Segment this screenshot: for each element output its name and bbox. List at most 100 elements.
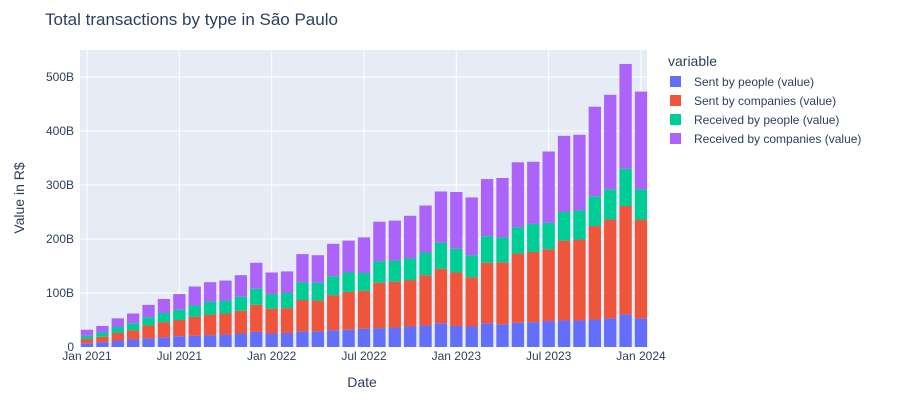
bar-segment bbox=[203, 301, 217, 315]
bar-segment bbox=[127, 339, 140, 347]
bar-segment bbox=[588, 106, 601, 197]
bar-segment bbox=[80, 329, 94, 336]
bar-segment bbox=[296, 300, 309, 332]
bar-segment bbox=[142, 304, 155, 318]
bar-segment bbox=[496, 237, 509, 263]
bar-segment bbox=[111, 327, 124, 333]
bar-segment bbox=[573, 134, 586, 211]
chart-title: Total transactions by type in São Paulo bbox=[45, 10, 338, 29]
bar-segment bbox=[373, 282, 386, 329]
bar-segment bbox=[203, 314, 217, 336]
bar-segment bbox=[434, 242, 448, 269]
bar-segment bbox=[450, 192, 463, 249]
y-tick-label: 100B bbox=[46, 286, 74, 300]
bar-segment bbox=[527, 322, 540, 347]
bar-segment bbox=[203, 335, 217, 347]
bar-segment bbox=[542, 222, 555, 250]
bar-segment bbox=[127, 323, 140, 331]
bar-segment bbox=[557, 240, 571, 321]
bar-segment bbox=[511, 162, 525, 228]
bar-segment bbox=[357, 273, 371, 291]
bar-segment bbox=[496, 177, 509, 238]
bar-segment bbox=[619, 314, 632, 347]
bar-segment bbox=[542, 249, 555, 322]
bar-segment bbox=[634, 189, 648, 220]
bar-segment bbox=[280, 271, 294, 293]
bar-segment bbox=[542, 321, 555, 347]
bar-segment bbox=[634, 219, 648, 319]
bar-segment bbox=[388, 281, 401, 328]
bar-segment bbox=[296, 282, 309, 301]
bar-segment bbox=[357, 328, 371, 347]
bar-segment bbox=[342, 329, 355, 347]
bar-segment bbox=[127, 313, 140, 324]
bar-segment bbox=[573, 239, 586, 321]
bar-segment bbox=[219, 280, 232, 301]
bar-segment bbox=[634, 91, 648, 190]
bar-segment bbox=[111, 332, 124, 341]
x-axis-title: Date bbox=[347, 374, 377, 390]
bar-segment bbox=[434, 323, 448, 347]
bar-segment bbox=[142, 338, 155, 347]
bar-segment bbox=[342, 240, 355, 273]
bar-segment bbox=[250, 262, 263, 289]
bar-segment bbox=[496, 324, 509, 347]
bar-segment bbox=[465, 277, 478, 327]
bar-segment bbox=[604, 219, 617, 319]
bar-segment bbox=[496, 262, 509, 325]
bar-segment bbox=[373, 328, 386, 347]
bar-segment bbox=[557, 212, 571, 241]
bar-segment bbox=[96, 342, 109, 347]
bar-segment bbox=[234, 296, 248, 311]
bar-segment bbox=[419, 325, 432, 347]
bar-segment bbox=[404, 258, 417, 281]
bar-segment bbox=[480, 179, 494, 237]
bar-segment bbox=[265, 294, 278, 309]
bar-segment bbox=[557, 320, 571, 347]
bar-segment bbox=[434, 191, 448, 243]
bar-segment bbox=[357, 290, 371, 329]
bar-segment bbox=[588, 319, 601, 347]
bar-segment bbox=[173, 336, 186, 347]
bar-segment bbox=[450, 325, 463, 347]
bar-segment bbox=[80, 335, 94, 339]
bar-segment bbox=[250, 304, 263, 332]
y-tick-label: 500B bbox=[46, 70, 74, 84]
bar-segment bbox=[373, 261, 386, 283]
bar-segment bbox=[634, 318, 648, 347]
bars bbox=[80, 64, 648, 347]
bar-segment bbox=[311, 255, 324, 283]
y-tick-labels: 0 100B 200B 300B 400B 500B bbox=[46, 70, 74, 354]
bar-segment bbox=[619, 168, 632, 207]
bar-segment bbox=[373, 221, 386, 262]
bar-segment bbox=[357, 237, 371, 274]
bar-segment bbox=[265, 308, 278, 334]
x-tick-label: Jul 2022 bbox=[341, 349, 387, 363]
legend-label: Sent by people (value) bbox=[694, 75, 814, 89]
x-tick-label: Jan 2023 bbox=[432, 349, 482, 363]
y-tick-label: 0 bbox=[67, 340, 74, 354]
legend-swatch bbox=[670, 133, 681, 144]
bar-segment bbox=[219, 334, 232, 347]
bar-segment bbox=[450, 272, 463, 326]
bar-segment bbox=[296, 254, 309, 283]
y-tick-label: 400B bbox=[46, 124, 74, 138]
bar-segment bbox=[480, 236, 494, 263]
bar-segment bbox=[142, 325, 155, 339]
legend-swatch bbox=[670, 76, 681, 87]
bar-segment bbox=[234, 333, 248, 347]
x-tick-labels: Jan 2021 Jul 2021 Jan 2022 Jul 2022 Jan 2023… bbox=[62, 349, 666, 363]
bar-segment bbox=[573, 210, 586, 240]
bar-segment bbox=[219, 300, 232, 314]
bar-segment bbox=[80, 343, 94, 347]
legend-label: Received by companies (value) bbox=[694, 132, 861, 146]
y-tick-label: 300B bbox=[46, 178, 74, 192]
bar-segment bbox=[280, 293, 294, 309]
x-tick-label: Jan 2024 bbox=[616, 349, 666, 363]
bar-segment bbox=[465, 197, 478, 256]
bar-segment bbox=[234, 275, 248, 297]
bar-segment bbox=[188, 286, 201, 306]
x-tick-label: Jan 2021 bbox=[62, 349, 112, 363]
bar-segment bbox=[173, 309, 186, 320]
bar-segment bbox=[157, 322, 171, 338]
